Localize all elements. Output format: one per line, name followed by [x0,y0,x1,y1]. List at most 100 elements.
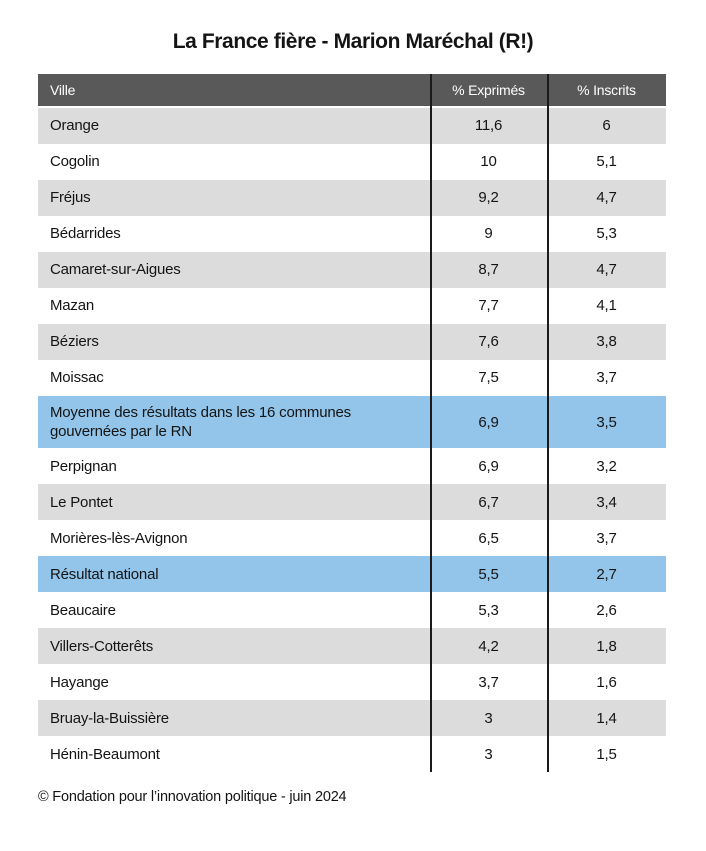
cell-ville: Orange [38,108,430,144]
page-title: La France fière - Marion Maréchal (R!) [172,30,534,53]
table-row: Bruay-la-Buissière 3 1,4 [38,700,666,737]
ville-label: Mazan [50,297,95,315]
table-row: Cogolin 10 5,1 [38,144,666,180]
table-row: Camaret-sur-Aigues 8,7 4,7 [38,252,666,288]
cell-pct-inscrits: 2,6 [596,601,617,619]
cell-pct-exprimes: 8,7 [478,261,499,279]
ville-label: Camaret-sur-Aigues [50,261,181,279]
ville-label: Béziers [50,333,99,351]
cell-pct-exprimes: 3 [484,709,493,727]
cell-ville: Cogolin [38,144,430,180]
ville-label: Orange [50,117,99,135]
ville-label: Bruay-la-Buissière [50,709,169,727]
ville-label: Hénin-Beaumont [50,745,160,763]
cell-pct-inscrits: 3,7 [596,529,617,547]
table-row: Moyenne des résultats dans les 16 commun… [38,396,666,449]
cell-pct-inscrits: 3,7 [596,369,617,387]
cell-pct-inscrits: 3,5 [596,413,617,431]
table-row: Le Pontet 6,7 3,4 [38,484,666,521]
table-row: Beaucaire 5,3 2,6 [38,592,666,629]
ville-label: Moissac [50,369,104,387]
ville-label: Cogolin [50,153,100,171]
cell-pct-exprimes: 5,5 [478,565,499,583]
cell-pct-exprimes: 9,2 [478,189,499,207]
table-row: Orange 11,6 6 [38,108,666,144]
cell-pct-inscrits: 1,6 [596,673,617,691]
cell-pct-inscrits: 5,1 [596,153,617,171]
cell-pct-exprimes: 7,5 [478,369,499,387]
cell-ville: Béziers [38,324,430,360]
cell-pct-inscrits: 5,3 [596,225,617,243]
table-row: Résultat national 5,5 2,7 [38,556,666,593]
cell-pct-exprimes: 5,3 [478,601,499,619]
ville-label: Morières-lès-Avignon [50,529,188,547]
column-header-pct-exprimes: % Exprimés [452,82,525,98]
cell-pct-exprimes: 6,5 [478,529,499,547]
ville-label: Villers-Cotterêts [50,637,154,655]
cell-ville: Villers-Cotterêts [38,628,430,664]
cell-ville: Résultat national [38,556,430,592]
cell-pct-exprimes: 3 [484,745,493,763]
cell-pct-exprimes: 6,7 [478,493,499,511]
cell-pct-exprimes: 4,2 [478,637,499,655]
cell-pct-exprimes: 10 [480,153,497,171]
cell-pct-exprimes: 6,9 [478,413,499,431]
ville-label: Perpignan [50,457,117,475]
cell-pct-exprimes: 11,6 [474,117,503,135]
cell-pct-inscrits: 1,4 [596,709,617,727]
cell-pct-inscrits: 3,8 [596,333,617,351]
table-row: Hayange 3,7 1,6 [38,664,666,701]
cell-ville: Perpignan [38,448,430,484]
table-row: Villers-Cotterêts 4,2 1,8 [38,628,666,665]
cell-ville: Camaret-sur-Aigues [38,252,430,288]
ville-label: Fréjus [50,189,91,207]
cell-ville: Moyenne des résultats dans les 16 commun… [38,396,430,448]
column-divider-1 [430,74,432,773]
ville-label: Résultat national [50,565,159,583]
cell-pct-inscrits: 3,2 [596,457,617,475]
cell-ville: Le Pontet [38,484,430,520]
cell-ville: Hénin-Beaumont [38,736,430,772]
table-row: Fréjus 9,2 4,7 [38,180,666,216]
column-header-pct-inscrits: % Inscrits [577,82,636,98]
column-divider-2 [547,74,549,773]
cell-ville: Hayange [38,664,430,700]
table-row: Béziers 7,6 3,8 [38,324,666,360]
ville-label: Hayange [50,673,109,691]
results-table: Ville % Exprimés % Inscrits Orange 11,6 … [38,74,666,773]
table-row: Moissac 7,5 3,7 [38,360,666,396]
cell-pct-exprimes: 9 [484,225,493,243]
cell-pct-inscrits: 6 [602,117,611,135]
cell-ville: Fréjus [38,180,430,216]
cell-ville: Bédarrides [38,216,430,252]
ville-label: Le Pontet [50,493,113,511]
cell-pct-inscrits: 1,8 [596,637,617,655]
cell-pct-inscrits: 4,7 [596,189,617,207]
column-header-ville: Ville [50,82,76,98]
cell-pct-inscrits: 1,5 [596,745,617,763]
ville-label: Bédarrides [50,225,121,243]
cell-ville: Morières-lès-Avignon [38,520,430,556]
cell-pct-exprimes: 7,7 [478,297,499,315]
table-row: Morières-lès-Avignon 6,5 3,7 [38,520,666,557]
table-row: Mazan 7,7 4,1 [38,288,666,324]
cell-pct-exprimes: 7,6 [478,333,499,351]
cell-ville: Beaucaire [38,592,430,628]
table-body: Orange 11,6 6 Cogolin 10 5,1 Fréjus 9,2 … [38,108,666,773]
ville-label: Moyenne des résultats dans les 16 commun… [50,404,351,441]
cell-ville: Mazan [38,288,430,324]
table-row: Bédarrides 9 5,3 [38,216,666,252]
table-row: Perpignan 6,9 3,2 [38,448,666,485]
cell-pct-inscrits: 2,7 [596,565,617,583]
cell-ville: Moissac [38,360,430,396]
cell-pct-exprimes: 3,7 [478,673,499,691]
cell-pct-inscrits: 4,1 [596,297,617,315]
cell-pct-inscrits: 3,4 [596,493,617,511]
cell-pct-exprimes: 6,9 [478,457,499,475]
table-header-row: Ville % Exprimés % Inscrits [38,74,666,106]
ville-label: Beaucaire [50,601,116,619]
cell-ville: Bruay-la-Buissière [38,700,430,736]
cell-pct-inscrits: 4,7 [596,261,617,279]
source-credit: © Fondation pour l’innovation politique … [38,789,347,806]
table-row: Hénin-Beaumont 3 1,5 [38,736,666,773]
